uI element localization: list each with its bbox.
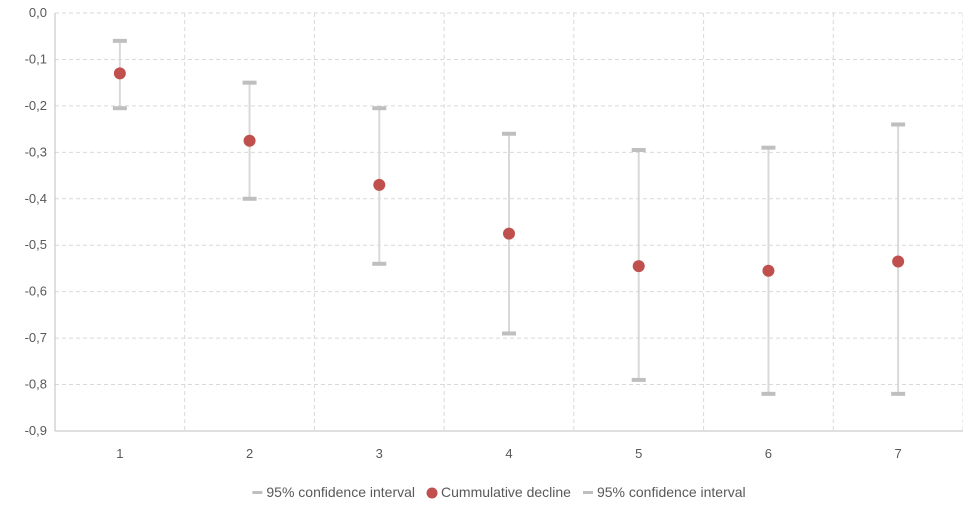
- y-tick-label: -0,2: [25, 98, 47, 113]
- x-tick-label: 7: [895, 446, 902, 461]
- legend-item: 95% confidence interval: [252, 484, 415, 500]
- gridlines: [55, 12, 963, 431]
- ci-upper-marker: [631, 148, 646, 153]
- x-tick-label: 3: [376, 446, 383, 461]
- legend-dash-marker: [252, 491, 263, 494]
- ci-upper-marker: [761, 145, 776, 150]
- decline-point: [762, 264, 775, 277]
- ci-upper-marker: [112, 38, 127, 43]
- legend-label: 95% confidence interval: [597, 484, 746, 500]
- legend: 95% confidence interval Cummulative decli…: [252, 484, 746, 500]
- legend-item: Cummulative decline: [426, 484, 571, 500]
- legend-label: Cummulative decline: [441, 484, 571, 500]
- legend-item: 95% confidence interval: [582, 484, 746, 500]
- ci-upper-marker: [502, 131, 516, 136]
- decline-point: [632, 260, 645, 273]
- y-tick-label: -0,1: [25, 51, 47, 66]
- x-tick-label: 5: [635, 446, 642, 461]
- ci-lower-marker: [242, 196, 257, 201]
- y-tick-label: -0,3: [25, 144, 47, 159]
- legend-dash-marker: [582, 491, 593, 494]
- tick-labels: 0,0 -0,1 -0,2 -0,3 -0,4 -0,5 -0,6 -0,7 -0,8 -0,9 1…: [25, 5, 902, 461]
- ci-lower-marker: [372, 261, 387, 266]
- legend-label: 95% confidence interval: [266, 484, 415, 500]
- y-tick-label: -0,8: [25, 377, 47, 392]
- decline-point: [503, 227, 515, 240]
- x-tick-label: 4: [505, 446, 512, 461]
- legend-circle-marker: [426, 487, 438, 499]
- ci-lower-marker: [112, 106, 127, 111]
- ci-lower-marker: [891, 391, 906, 396]
- y-tick-label: -0,7: [25, 330, 47, 345]
- data-series: [112, 38, 906, 396]
- x-tick-label: 6: [765, 446, 772, 461]
- decline-point: [373, 178, 386, 191]
- y-tick-label: 0,0: [29, 5, 47, 20]
- y-tick-label: -0,9: [25, 423, 47, 438]
- ci-upper-marker: [372, 106, 387, 111]
- ci-lower-marker: [631, 377, 646, 382]
- x-tick-label: 2: [246, 446, 253, 461]
- y-tick-label: -0,5: [25, 237, 47, 252]
- legend-entries: 95% confidence interval Cummulative decli…: [252, 484, 746, 500]
- axes: [54, 13, 963, 432]
- y-tick-label: -0,6: [25, 284, 47, 299]
- decline-point: [243, 134, 256, 147]
- decline-point: [113, 67, 126, 80]
- decline-point: [892, 255, 905, 268]
- ci-upper-marker: [891, 122, 906, 127]
- y-tick-label: -0,4: [25, 191, 47, 206]
- ci-lower-marker: [502, 331, 516, 336]
- ci-lower-marker: [761, 391, 776, 396]
- x-tick-label: 1: [116, 446, 123, 461]
- ci-upper-marker: [242, 80, 257, 85]
